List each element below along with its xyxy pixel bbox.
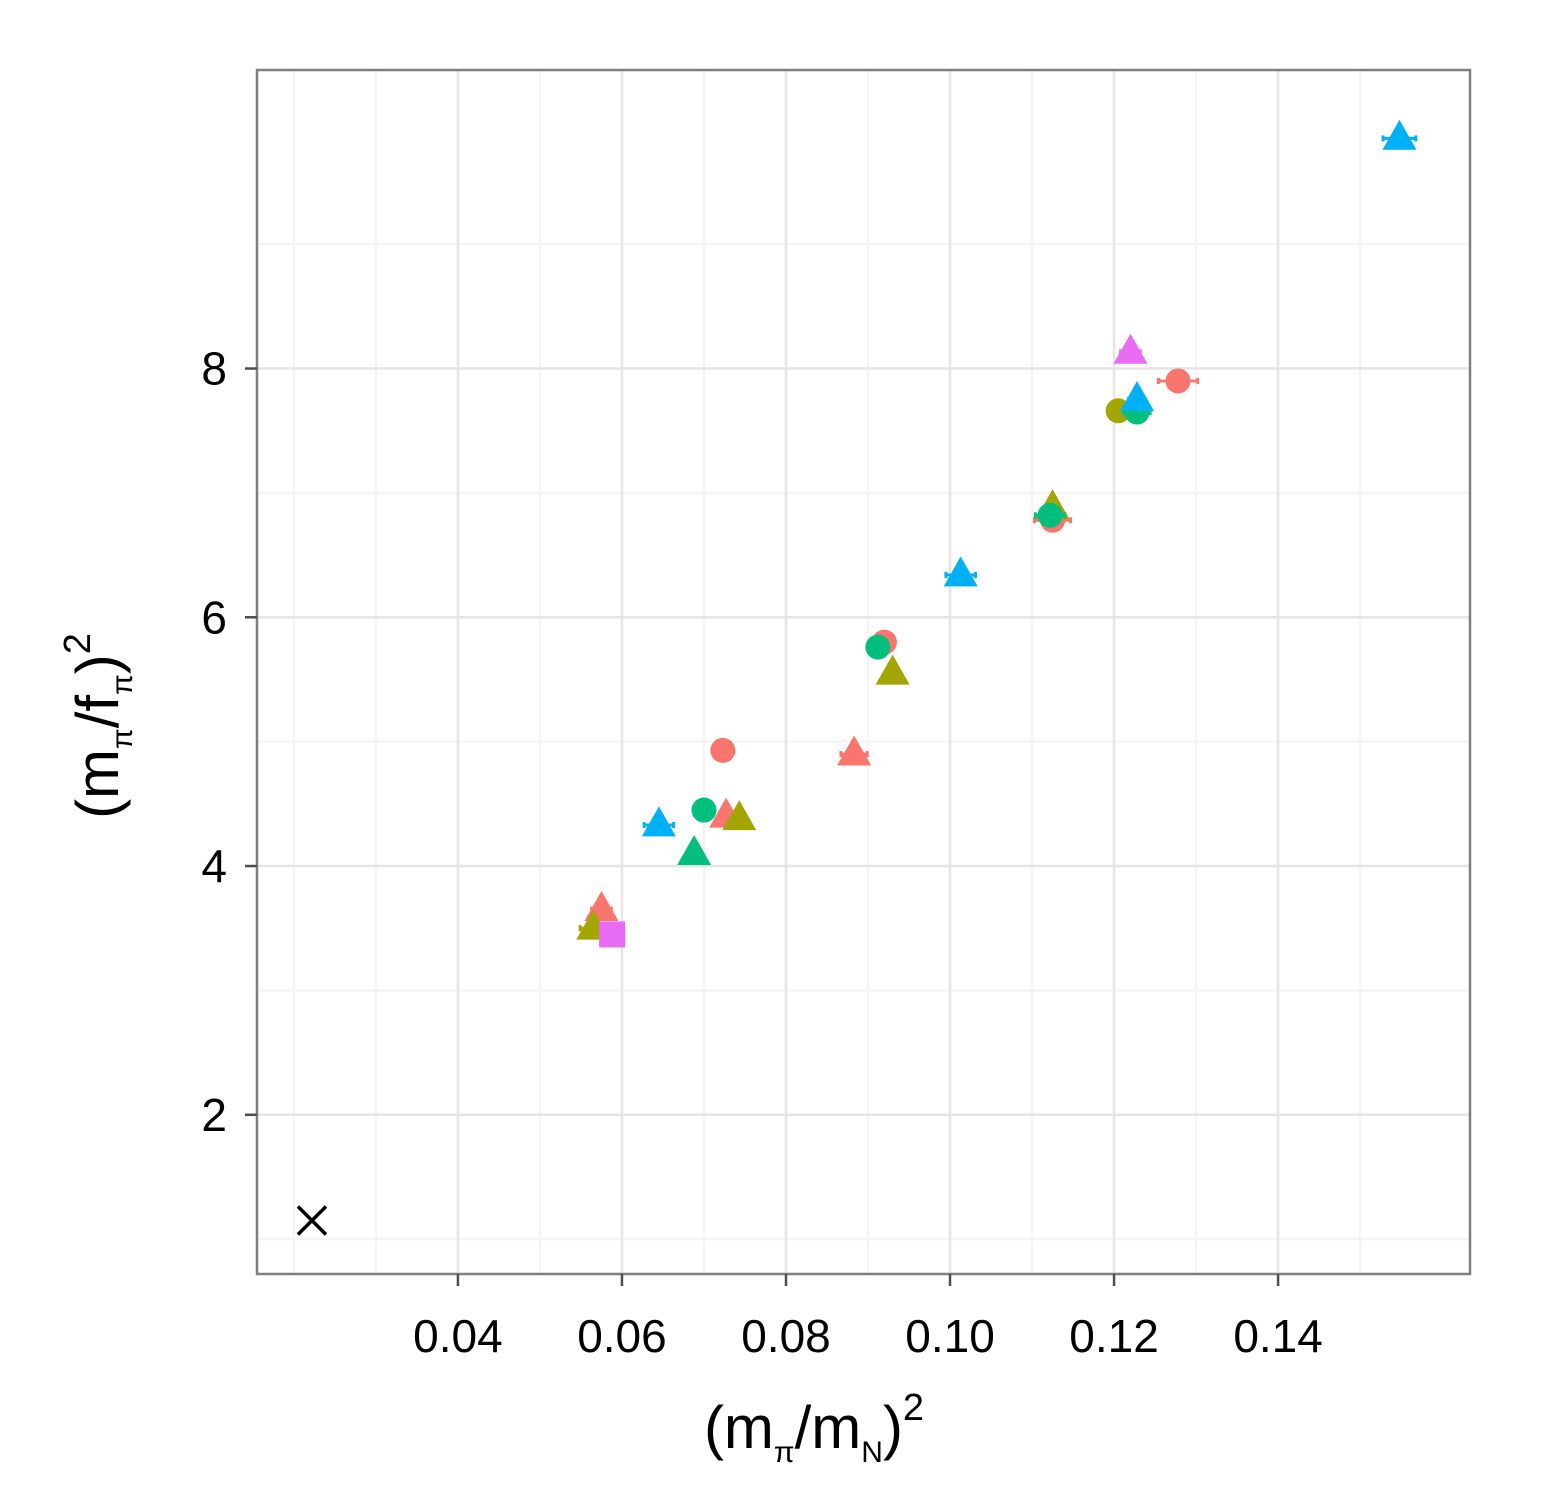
y-axis-title-open: (m xyxy=(64,749,131,819)
major-grid xyxy=(257,70,1470,1274)
x-axis-title: (mπ/mN)2 xyxy=(704,1387,924,1469)
cross-stroke xyxy=(296,1205,328,1236)
panel-border xyxy=(255,68,1472,1276)
data-point-circle xyxy=(1037,502,1063,528)
y-axis-title-sub-pi-2: π xyxy=(106,674,139,695)
y-tick-label: 8 xyxy=(201,343,227,395)
y-axis-title-close: ) xyxy=(64,654,131,674)
data-point-triangle xyxy=(722,800,757,831)
data-point-circle xyxy=(710,737,736,763)
x-tick-label: 0.06 xyxy=(577,1310,667,1362)
y-axis-title-sub-pi: π xyxy=(106,728,139,749)
data-point-circle xyxy=(865,634,891,660)
y-axis-title: (mπ/fπ)2 xyxy=(57,633,139,819)
x-axis-title-mid: /m xyxy=(795,1394,862,1461)
data-points xyxy=(296,119,1418,1236)
data-point-triangle xyxy=(1382,119,1417,150)
series-magenta xyxy=(599,333,1148,948)
data-point-circle xyxy=(691,797,717,823)
x-tick-label: 0.14 xyxy=(1233,1310,1323,1362)
y-axis-title-mid: /f xyxy=(64,695,131,729)
data-point-triangle xyxy=(943,556,978,587)
data-point-triangle xyxy=(1113,333,1148,364)
y-axis-title-exponent: 2 xyxy=(57,633,99,654)
x-tick-label: 0.08 xyxy=(741,1310,831,1362)
x-axis-title-sub-pi: π xyxy=(774,1436,795,1469)
x-tick-label: 0.10 xyxy=(905,1310,995,1362)
y-axis-ticks: 2 4 6 8 xyxy=(201,343,257,1141)
data-point-triangle xyxy=(1120,381,1155,412)
x-axis-title-close: ) xyxy=(883,1394,903,1461)
data-point-triangle xyxy=(837,735,872,766)
data-point-square xyxy=(599,921,626,948)
data-point-triangle xyxy=(875,654,910,685)
data-point-cross xyxy=(296,1205,328,1236)
data-point-triangle xyxy=(677,834,712,865)
x-tick-label: 0.12 xyxy=(1069,1310,1159,1362)
series-green xyxy=(677,399,1152,865)
x-axis-title-sub-n: N xyxy=(861,1436,883,1469)
series-black xyxy=(296,1205,328,1236)
series-blue xyxy=(641,119,1418,837)
y-tick-label: 2 xyxy=(201,1089,227,1141)
data-point-circle xyxy=(1165,368,1191,394)
y-tick-label: 4 xyxy=(201,840,227,892)
data-point-triangle xyxy=(641,806,676,837)
y-tick-label: 6 xyxy=(201,591,227,643)
x-axis-ticks: 0.04 0.06 0.08 0.10 0.12 0.14 xyxy=(413,1274,1323,1362)
x-axis-title-exponent: 2 xyxy=(903,1387,924,1429)
x-tick-label: 0.04 xyxy=(413,1310,503,1362)
x-axis-title-open: (m xyxy=(704,1394,774,1461)
